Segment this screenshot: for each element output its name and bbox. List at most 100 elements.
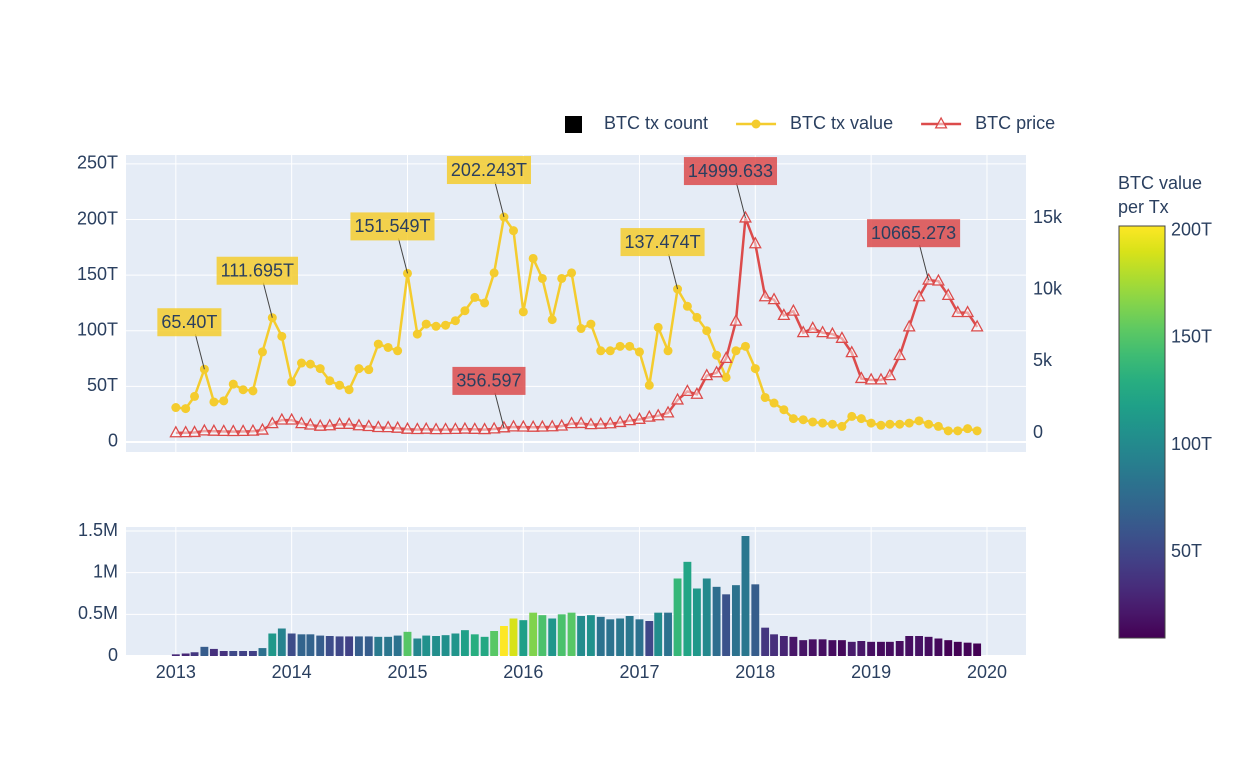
point xyxy=(661,405,675,418)
bar xyxy=(384,636,393,656)
legend-label: BTC tx count xyxy=(604,113,708,133)
point xyxy=(941,288,955,300)
bar xyxy=(268,633,277,656)
point xyxy=(856,414,866,424)
point xyxy=(248,386,258,396)
point xyxy=(480,298,490,308)
point xyxy=(294,416,308,429)
point xyxy=(179,425,193,438)
bar xyxy=(722,594,731,656)
bar xyxy=(702,578,711,656)
bar xyxy=(374,636,383,656)
bar xyxy=(683,561,692,656)
legend-marker xyxy=(751,119,761,129)
y-tick-label: 200T xyxy=(77,208,118,228)
point xyxy=(924,419,934,429)
point xyxy=(344,385,354,395)
point xyxy=(555,418,569,431)
bar xyxy=(770,634,778,656)
point xyxy=(255,422,269,435)
point xyxy=(478,422,492,435)
bar xyxy=(799,640,808,656)
point xyxy=(731,346,741,356)
x-tick-label: 2017 xyxy=(619,662,659,682)
point xyxy=(632,412,646,424)
point xyxy=(217,424,231,437)
bar xyxy=(635,619,644,656)
annotation-box xyxy=(446,156,531,185)
bar xyxy=(171,654,180,656)
point xyxy=(257,347,267,357)
y-tick-label: 250T xyxy=(77,153,118,173)
point xyxy=(362,419,376,432)
point xyxy=(710,365,724,378)
annotation: 111.695T xyxy=(216,256,298,285)
annotation-arrow xyxy=(919,245,930,281)
bar xyxy=(209,648,218,656)
bar xyxy=(219,651,228,656)
point xyxy=(623,413,637,426)
point xyxy=(458,421,472,434)
point xyxy=(912,289,926,302)
point xyxy=(692,312,702,322)
point xyxy=(508,226,518,236)
point xyxy=(421,319,431,329)
point xyxy=(827,419,837,429)
annotation: 151.549T xyxy=(350,212,435,241)
bar xyxy=(538,615,547,656)
bar xyxy=(877,641,885,656)
point xyxy=(275,412,289,425)
point xyxy=(285,412,299,425)
bar xyxy=(586,615,595,656)
bar xyxy=(557,614,566,656)
point xyxy=(431,321,441,331)
bar xyxy=(867,641,876,656)
point xyxy=(653,322,663,332)
annotation-arrow xyxy=(494,181,505,218)
bar xyxy=(577,616,586,656)
point xyxy=(748,236,762,249)
point xyxy=(837,421,847,431)
point xyxy=(207,423,221,436)
point xyxy=(171,403,181,413)
point xyxy=(902,319,916,332)
point xyxy=(323,418,337,431)
bar xyxy=(616,618,625,656)
bar xyxy=(761,627,770,656)
point xyxy=(333,417,347,429)
point xyxy=(972,426,982,436)
point xyxy=(287,377,297,387)
point xyxy=(228,379,238,389)
bar xyxy=(451,633,460,656)
annotation-label: 151.549T xyxy=(354,216,430,236)
annotation-label: 137.474T xyxy=(625,232,701,252)
annotation: 14999.633 xyxy=(683,157,778,186)
bar xyxy=(645,621,654,656)
x-tick-label: 2016 xyxy=(503,662,543,682)
point xyxy=(528,253,538,263)
point xyxy=(219,396,229,406)
point xyxy=(953,426,963,436)
bar xyxy=(354,636,363,656)
annotation-arrow xyxy=(494,392,505,429)
annotation: 202.243T xyxy=(446,156,531,185)
point xyxy=(506,419,520,432)
point xyxy=(719,351,733,364)
point xyxy=(808,417,818,427)
bar xyxy=(664,612,672,656)
bar xyxy=(944,640,953,656)
bar xyxy=(732,585,740,656)
bar xyxy=(364,636,373,656)
annotation: 356.597 xyxy=(452,366,526,395)
point xyxy=(885,419,895,429)
point xyxy=(750,364,760,374)
point xyxy=(786,303,800,316)
y-tick-label: 1M xyxy=(93,561,118,581)
bar xyxy=(673,578,682,656)
point xyxy=(788,414,798,424)
bar xyxy=(249,651,257,656)
point xyxy=(682,301,692,311)
y-tick-label: 0 xyxy=(108,431,118,451)
point xyxy=(373,339,383,349)
